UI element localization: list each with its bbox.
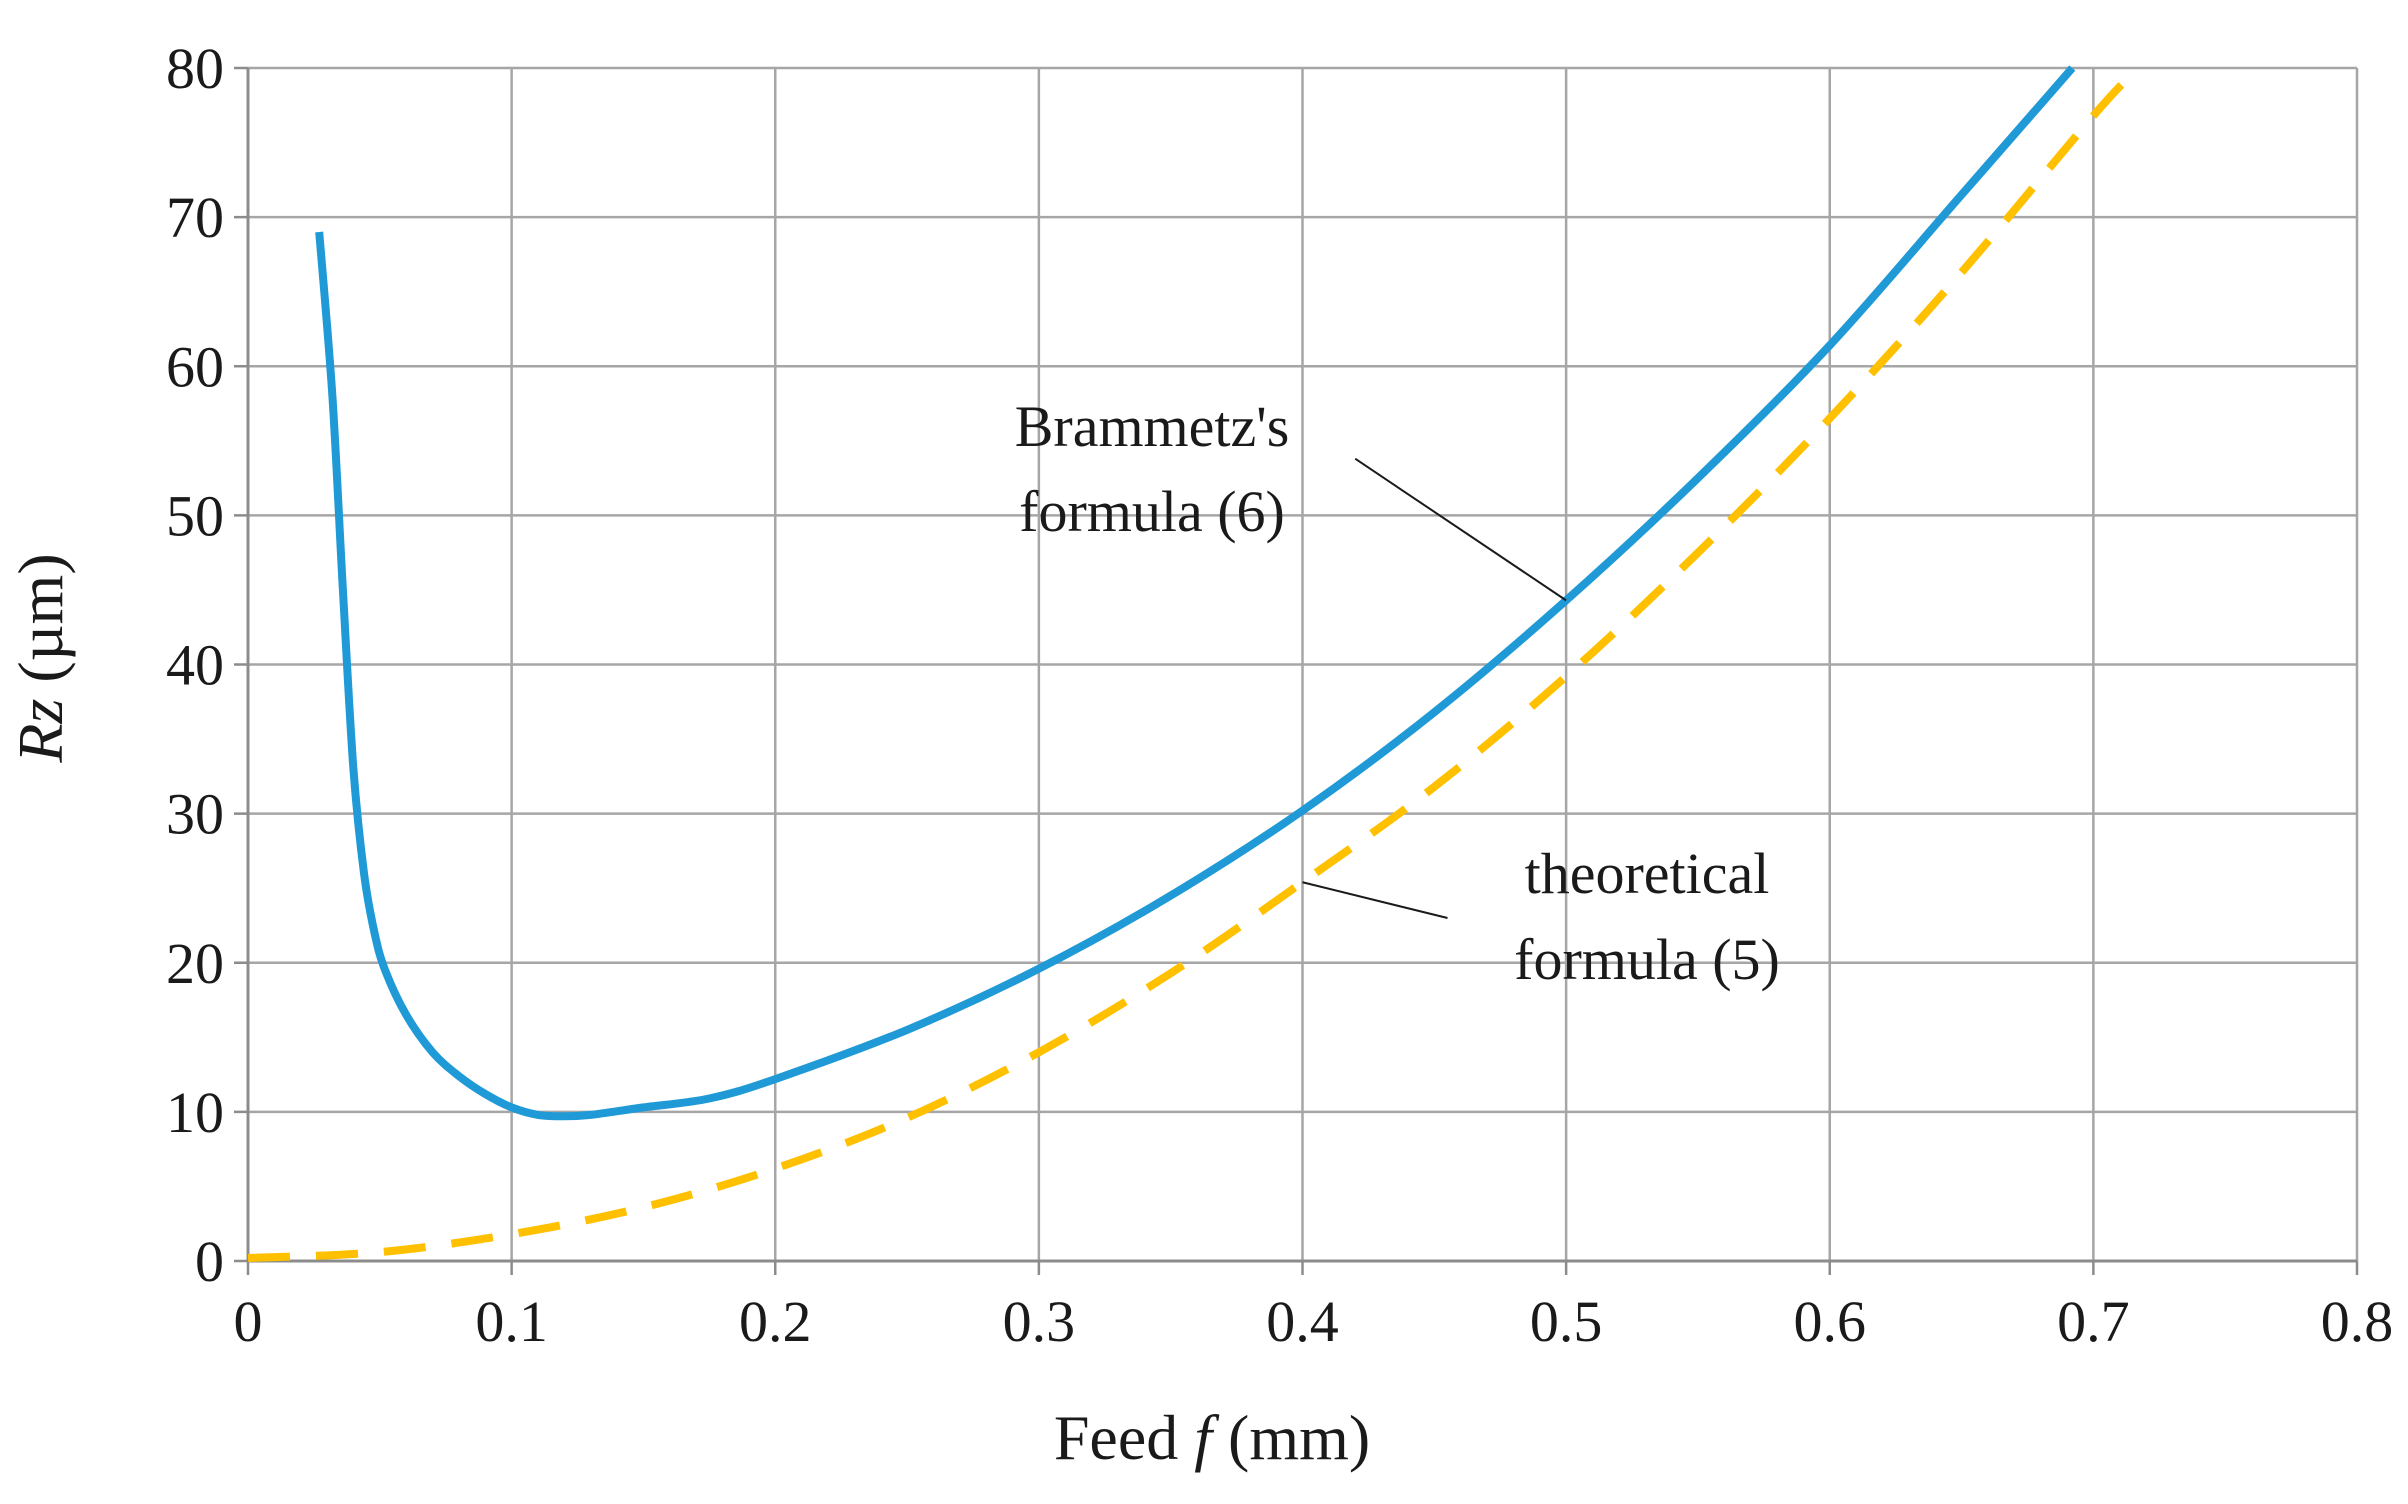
annotations: Brammetz's formula (6) theoretical formula … (1015, 394, 1780, 992)
theoretical-annotation-leader (1302, 881, 1448, 919)
y-tick-label: 30 (166, 782, 224, 847)
y-axis-label: Rz (µm) (5, 553, 76, 763)
y-tick-label: 80 (166, 36, 224, 101)
x-tick-label: 0.5 (1530, 1289, 1603, 1354)
brammetz-annotation-line: Brammetz's (1015, 394, 1290, 459)
theoretical-annotation: theoretical formula (5) (1302, 841, 1780, 992)
x-tick-label: 0.7 (2057, 1289, 2130, 1354)
x-axis-label: Feed f (mm) (1054, 1402, 1370, 1473)
x-tick-label: 0.4 (1266, 1289, 1339, 1354)
brammetz-annotation-line: formula (6) (1019, 479, 1285, 544)
x-tick-label: 0.8 (2321, 1289, 2394, 1354)
y-tick-label: 10 (166, 1080, 224, 1145)
theoretical-annotation-line: formula (5) (1514, 927, 1780, 992)
axes (234, 66, 2359, 1275)
brammetz-annotation-leader (1354, 457, 1567, 602)
x-tick-label: 0.3 (1003, 1289, 1076, 1354)
grid (248, 66, 2359, 1261)
y-tick-label: 40 (166, 633, 224, 698)
x-tick-label: 0.1 (475, 1289, 548, 1354)
tick-labels: 0 0.1 0.2 0.3 0.4 0.5 0.6 0.7 0.8 0 10 20 30 40 50 60 70… (166, 36, 2393, 1354)
y-tick-label: 0 (195, 1229, 224, 1294)
y-tick-label: 20 (166, 931, 224, 996)
series-lines (247, 65, 2142, 1262)
brammetz-formula-line (315, 65, 2076, 1121)
y-tick-label: 70 (166, 185, 224, 250)
x-tick-label: 0 (234, 1289, 263, 1354)
y-tick-label: 50 (166, 483, 224, 548)
theoretical-annotation-line: theoretical (1525, 841, 1770, 906)
x-tick-label: 0.2 (739, 1289, 812, 1354)
theoretical-formula-line (247, 65, 2142, 1262)
y-tick-label: 60 (166, 334, 224, 399)
x-tick-label: 0.6 (1794, 1289, 1867, 1354)
brammetz-annotation: Brammetz's formula (6) (1015, 394, 1567, 602)
